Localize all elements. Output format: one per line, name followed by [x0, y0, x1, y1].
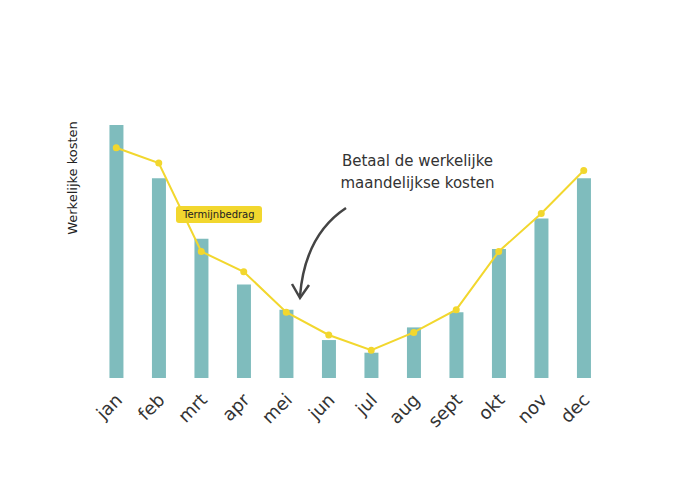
svg-text:feb: feb [133, 389, 168, 424]
html-text:Werkelijke kosten: Werkelijke kosten [64, 121, 80, 235]
svg-text:nov: nov [513, 389, 551, 427]
svg-text:mrt: mrt [174, 389, 211, 426]
svg-text:apr: apr [218, 389, 254, 425]
svg-text:okt: okt [474, 389, 509, 424]
svg-text:sept: sept [424, 389, 466, 431]
svg-text:jan: jan [91, 389, 126, 424]
html-text:Betaal de werkelijke maandelij: Betaal de werkelijke maandelijkse kosten [340, 152, 495, 192]
svg-text:jul: jul [350, 389, 381, 420]
svg-text:dec: dec [556, 389, 594, 427]
html-text:Termijnbedrag: Termijnbedrag [183, 209, 255, 220]
svg-text:jun: jun [303, 389, 338, 424]
svg-text:aug: aug [385, 389, 424, 428]
svg-text:mei: mei [258, 389, 297, 428]
